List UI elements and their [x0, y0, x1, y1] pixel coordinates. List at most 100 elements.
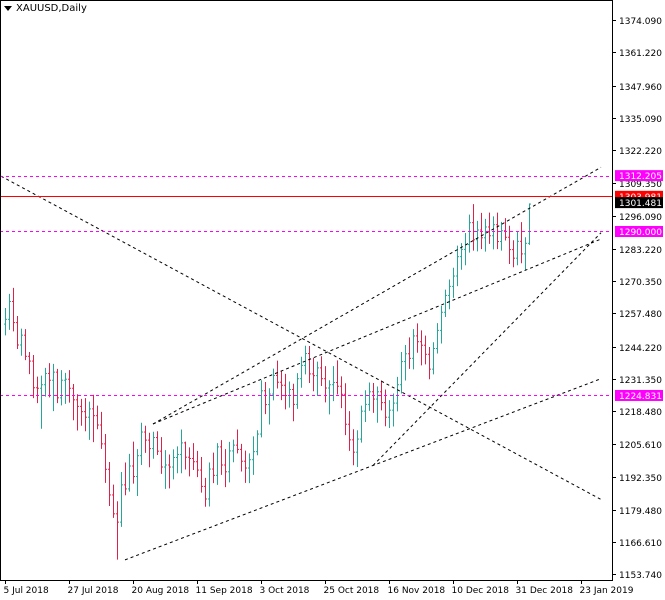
- price-bar: [220, 440, 223, 475]
- price-bar: [512, 240, 515, 268]
- price-bar: [488, 212, 491, 244]
- trendline: [124, 378, 602, 561]
- y-tick-label: 1231.350: [619, 376, 662, 386]
- price-bar: [440, 305, 443, 344]
- dropdown-triangle-icon[interactable]: [4, 6, 12, 11]
- y-tick-label: 1309.350: [619, 180, 662, 190]
- price-bar: [180, 429, 183, 474]
- price-bar: [224, 449, 227, 488]
- price-bar: [208, 462, 211, 507]
- trendline: [0, 175, 602, 500]
- price-bar: [524, 237, 527, 271]
- price-bar: [116, 501, 119, 560]
- y-tick-label: 1257.480: [619, 310, 662, 320]
- y-tick-label: 1374.090: [619, 17, 662, 27]
- horizontal-lines: [0, 176, 612, 396]
- price-bar: [508, 225, 511, 264]
- y-tick-label: 1205.610: [619, 441, 662, 451]
- price-bar: [312, 357, 315, 392]
- price-bar: [448, 279, 451, 310]
- price-bar: [288, 381, 291, 408]
- y-tick-label: 1270.350: [619, 278, 662, 288]
- y-tick-label: 1283.220: [619, 246, 662, 256]
- x-tick-label: 20 Aug 2018: [132, 586, 190, 596]
- price-bar: [468, 214, 471, 253]
- price-bar: [140, 422, 143, 466]
- trendline: [152, 238, 602, 425]
- price-bar: [160, 437, 163, 474]
- price-bar: [232, 439, 235, 463]
- price-bar: [68, 370, 71, 403]
- y-tick-label: 1322.220: [619, 147, 662, 157]
- price-bar: [336, 360, 339, 395]
- x-tick-label: 23 Jan 2019: [580, 586, 634, 596]
- price-bar: [52, 363, 55, 412]
- price-axis: 1374.090 1361.220 1347.960 1335.090 1322.220…: [612, 17, 662, 581]
- price-label-box: [615, 197, 663, 209]
- price-bar: [348, 411, 351, 451]
- y-tick-label: 1335.090: [619, 115, 662, 125]
- y-tick-label: 1244.220: [619, 344, 662, 354]
- y-tick-label: 1166.610: [619, 539, 662, 549]
- price-bar: [104, 434, 107, 483]
- price-bar: [284, 373, 287, 410]
- price-label-text: 1312.205: [619, 172, 662, 182]
- trendline: [152, 166, 602, 425]
- chart-title-wrap[interactable]: XAUUSD,Daily: [4, 3, 87, 14]
- price-bar: [292, 383, 295, 422]
- price-bar: [272, 368, 275, 401]
- price-bar: [332, 366, 335, 402]
- price-bar: [112, 484, 115, 518]
- y-tick-label: 1361.220: [619, 49, 662, 59]
- price-bar: [236, 429, 239, 454]
- price-bar: [128, 453, 131, 492]
- price-bar: [16, 316, 19, 350]
- price-bar: [196, 450, 199, 478]
- price-bar: [464, 233, 467, 266]
- price-bar: [376, 386, 379, 423]
- price-bar: [240, 443, 243, 472]
- price-bar: [32, 355, 35, 399]
- price-bar: [380, 380, 383, 411]
- y-tick-label: 1192.350: [619, 474, 662, 484]
- price-bar: [204, 477, 207, 507]
- y-tick-label: 1218.480: [619, 408, 662, 418]
- price-bar: [12, 287, 15, 332]
- price-bar: [392, 393, 395, 427]
- x-tick-label: 27 Jul 2018: [68, 586, 119, 596]
- price-bar: [4, 307, 7, 336]
- x-tick-label: 11 Sep 2018: [196, 586, 253, 596]
- price-bar: [152, 431, 155, 459]
- price-bar: [308, 345, 311, 383]
- trendline: [372, 232, 602, 466]
- price-bar: [396, 376, 399, 412]
- price-label-box: [615, 389, 663, 401]
- price-bar: [8, 293, 11, 330]
- price-bar: [120, 472, 123, 527]
- price-bar: [388, 400, 391, 429]
- price-bar: [328, 380, 331, 415]
- price-bar: [192, 443, 195, 471]
- price-bar: [504, 218, 507, 241]
- price-bar: [360, 405, 363, 443]
- x-tick-label: 10 Dec 2018: [452, 586, 510, 596]
- price-bar: [36, 376, 39, 404]
- price-bar: [300, 356, 303, 388]
- price-bar: [228, 441, 231, 483]
- price-bar: [216, 443, 219, 485]
- price-bar: [480, 212, 483, 250]
- x-tick-label: 16 Nov 2018: [388, 586, 446, 596]
- price-bar: [452, 267, 455, 298]
- price-label-text: 1301.481: [619, 199, 662, 209]
- price-bar: [144, 425, 147, 453]
- price-bar: [124, 462, 127, 496]
- price-bar: [352, 429, 355, 466]
- price-bar: [268, 388, 271, 425]
- price-bar: [188, 447, 191, 477]
- price-bar: [248, 453, 251, 484]
- price-bar: [20, 328, 23, 356]
- price-bar: [48, 363, 51, 398]
- price-bar: [520, 222, 523, 264]
